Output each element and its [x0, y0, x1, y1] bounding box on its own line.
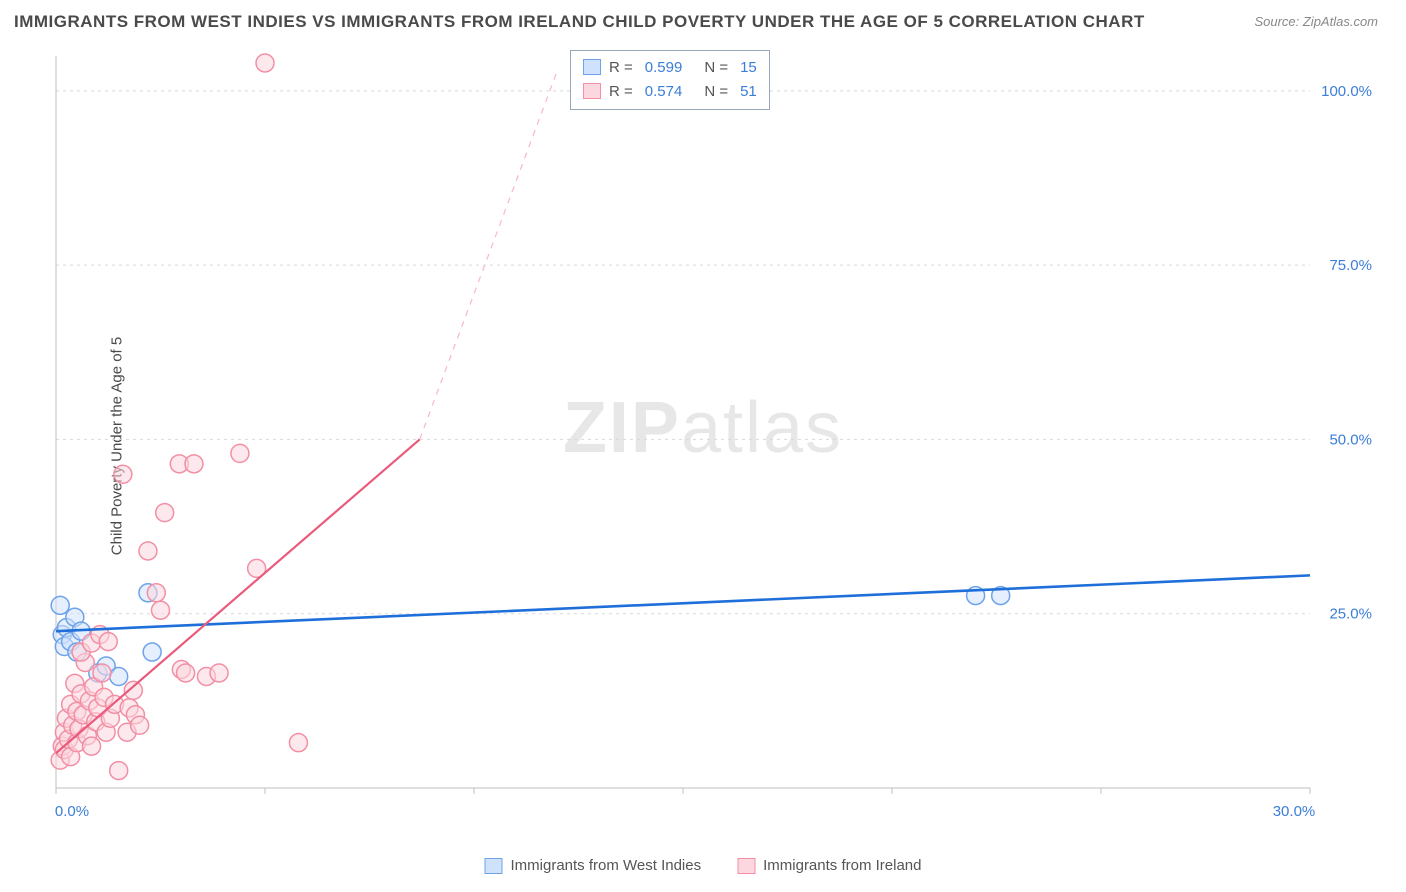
n-value: 15: [740, 59, 757, 76]
stats-row: R = 0.574 N = 51: [583, 79, 757, 103]
svg-text:75.0%: 75.0%: [1329, 257, 1372, 274]
legend-swatch: [485, 858, 503, 874]
legend-swatch: [583, 59, 601, 75]
svg-text:100.0%: 100.0%: [1321, 83, 1372, 100]
stats-legend: R = 0.599 N = 15 R = 0.574 N = 51: [570, 50, 770, 110]
bottom-legend: Immigrants from West Indies Immigrants fr…: [485, 857, 922, 874]
legend-item: Immigrants from West Indies: [485, 857, 702, 874]
svg-text:25.0%: 25.0%: [1329, 606, 1372, 623]
legend-swatch: [583, 83, 601, 99]
n-value: 51: [740, 83, 757, 100]
n-label: N =: [704, 83, 728, 100]
stats-row: R = 0.599 N = 15: [583, 55, 757, 79]
r-value: 0.574: [645, 83, 683, 100]
plot-area: 25.0% 50.0% 75.0% 100.0% 0.0% 30.0%: [50, 50, 1380, 832]
source-attribution: Source: ZipAtlas.com: [1254, 14, 1378, 29]
legend-swatch: [737, 858, 755, 874]
chart-svg: 25.0% 50.0% 75.0% 100.0% 0.0% 30.0%: [50, 50, 1380, 832]
legend-label: Immigrants from Ireland: [763, 857, 921, 874]
r-label: R =: [609, 59, 633, 76]
svg-text:50.0%: 50.0%: [1329, 431, 1372, 448]
n-label: N =: [704, 59, 728, 76]
r-label: R =: [609, 83, 633, 100]
svg-text:30.0%: 30.0%: [1273, 803, 1316, 820]
r-value: 0.599: [645, 59, 683, 76]
legend-item: Immigrants from Ireland: [737, 857, 921, 874]
legend-label: Immigrants from West Indies: [511, 857, 702, 874]
svg-text:0.0%: 0.0%: [55, 803, 89, 820]
chart-title: IMMIGRANTS FROM WEST INDIES VS IMMIGRANT…: [14, 12, 1145, 32]
